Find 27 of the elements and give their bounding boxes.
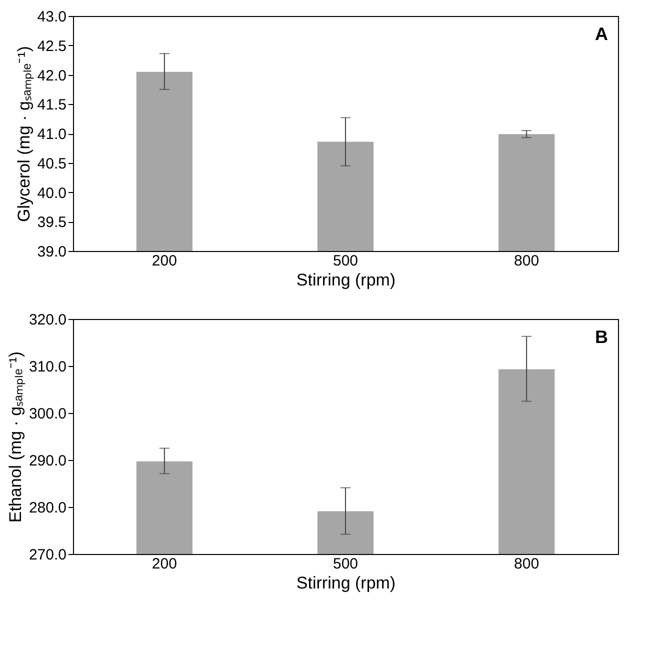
- x-tick-label: 500: [332, 252, 358, 270]
- y-axis-title: Glycerol (mg · gₛₐₘₚₗₑ⁻¹): [14, 46, 34, 222]
- y-tick-label: 310.0: [28, 358, 66, 376]
- x-tick-label: 800: [514, 252, 540, 270]
- y-tick-label: 290.0: [28, 452, 66, 470]
- x-axis-title: Stirring (rpm): [296, 270, 396, 290]
- y-tick-label: 41.5: [37, 96, 66, 114]
- y-tick-label: 300.0: [28, 406, 66, 422]
- x-tick-label: 200: [152, 556, 177, 572]
- y-axis-title: Ethanol (mg · gₛₐₘₚₗₑ⁻¹): [6, 351, 26, 523]
- y-tick-label: 39.0: [37, 244, 66, 260]
- x-tick-label: 800: [514, 556, 540, 572]
- annotation: A: [595, 24, 608, 44]
- annotation: B: [595, 327, 608, 347]
- y-tick-label: 43.0: [37, 8, 66, 26]
- y-tick-label: 280.0: [28, 500, 66, 516]
- y-tick-label: 320.0: [28, 312, 66, 328]
- y-tick-label: 39.5: [37, 214, 66, 232]
- x-tick-label: 200: [152, 252, 177, 270]
- y-tick-label: 40.0: [37, 184, 66, 202]
- y-tick-label: 42.0: [37, 67, 66, 84]
- x-axis-title: Stirring (rpm): [296, 574, 396, 592]
- y-tick-label: 41.0: [37, 126, 66, 143]
- y-tick-label: 42.5: [37, 38, 66, 55]
- y-tick-label: 270.0: [28, 546, 66, 564]
- y-tick-label: 40.5: [37, 155, 66, 172]
- x-tick-label: 500: [332, 556, 358, 572]
